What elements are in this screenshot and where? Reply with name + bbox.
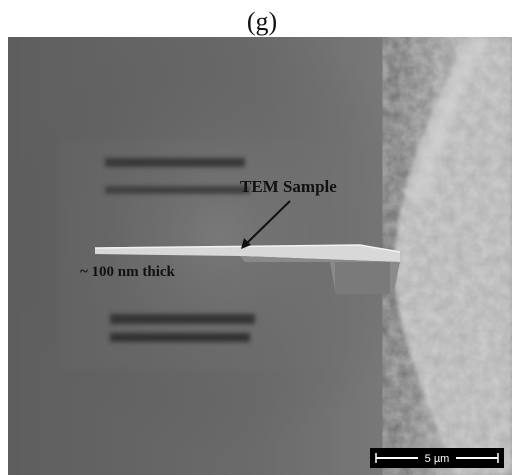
panel-label: (g) (247, 7, 277, 36)
sample-annotation: TEM Sample (240, 177, 337, 196)
sem-image (8, 37, 512, 475)
figure: (g) TEM Sample ~ 100 nm thick 5 µm (0, 0, 512, 475)
thickness-annotation: ~ 100 nm thick (80, 264, 176, 280)
scale-bar-label: 5 µm (425, 453, 450, 465)
page: (g) TEM Sample ~ 100 nm thick 5 µm (() =… (0, 0, 512, 475)
